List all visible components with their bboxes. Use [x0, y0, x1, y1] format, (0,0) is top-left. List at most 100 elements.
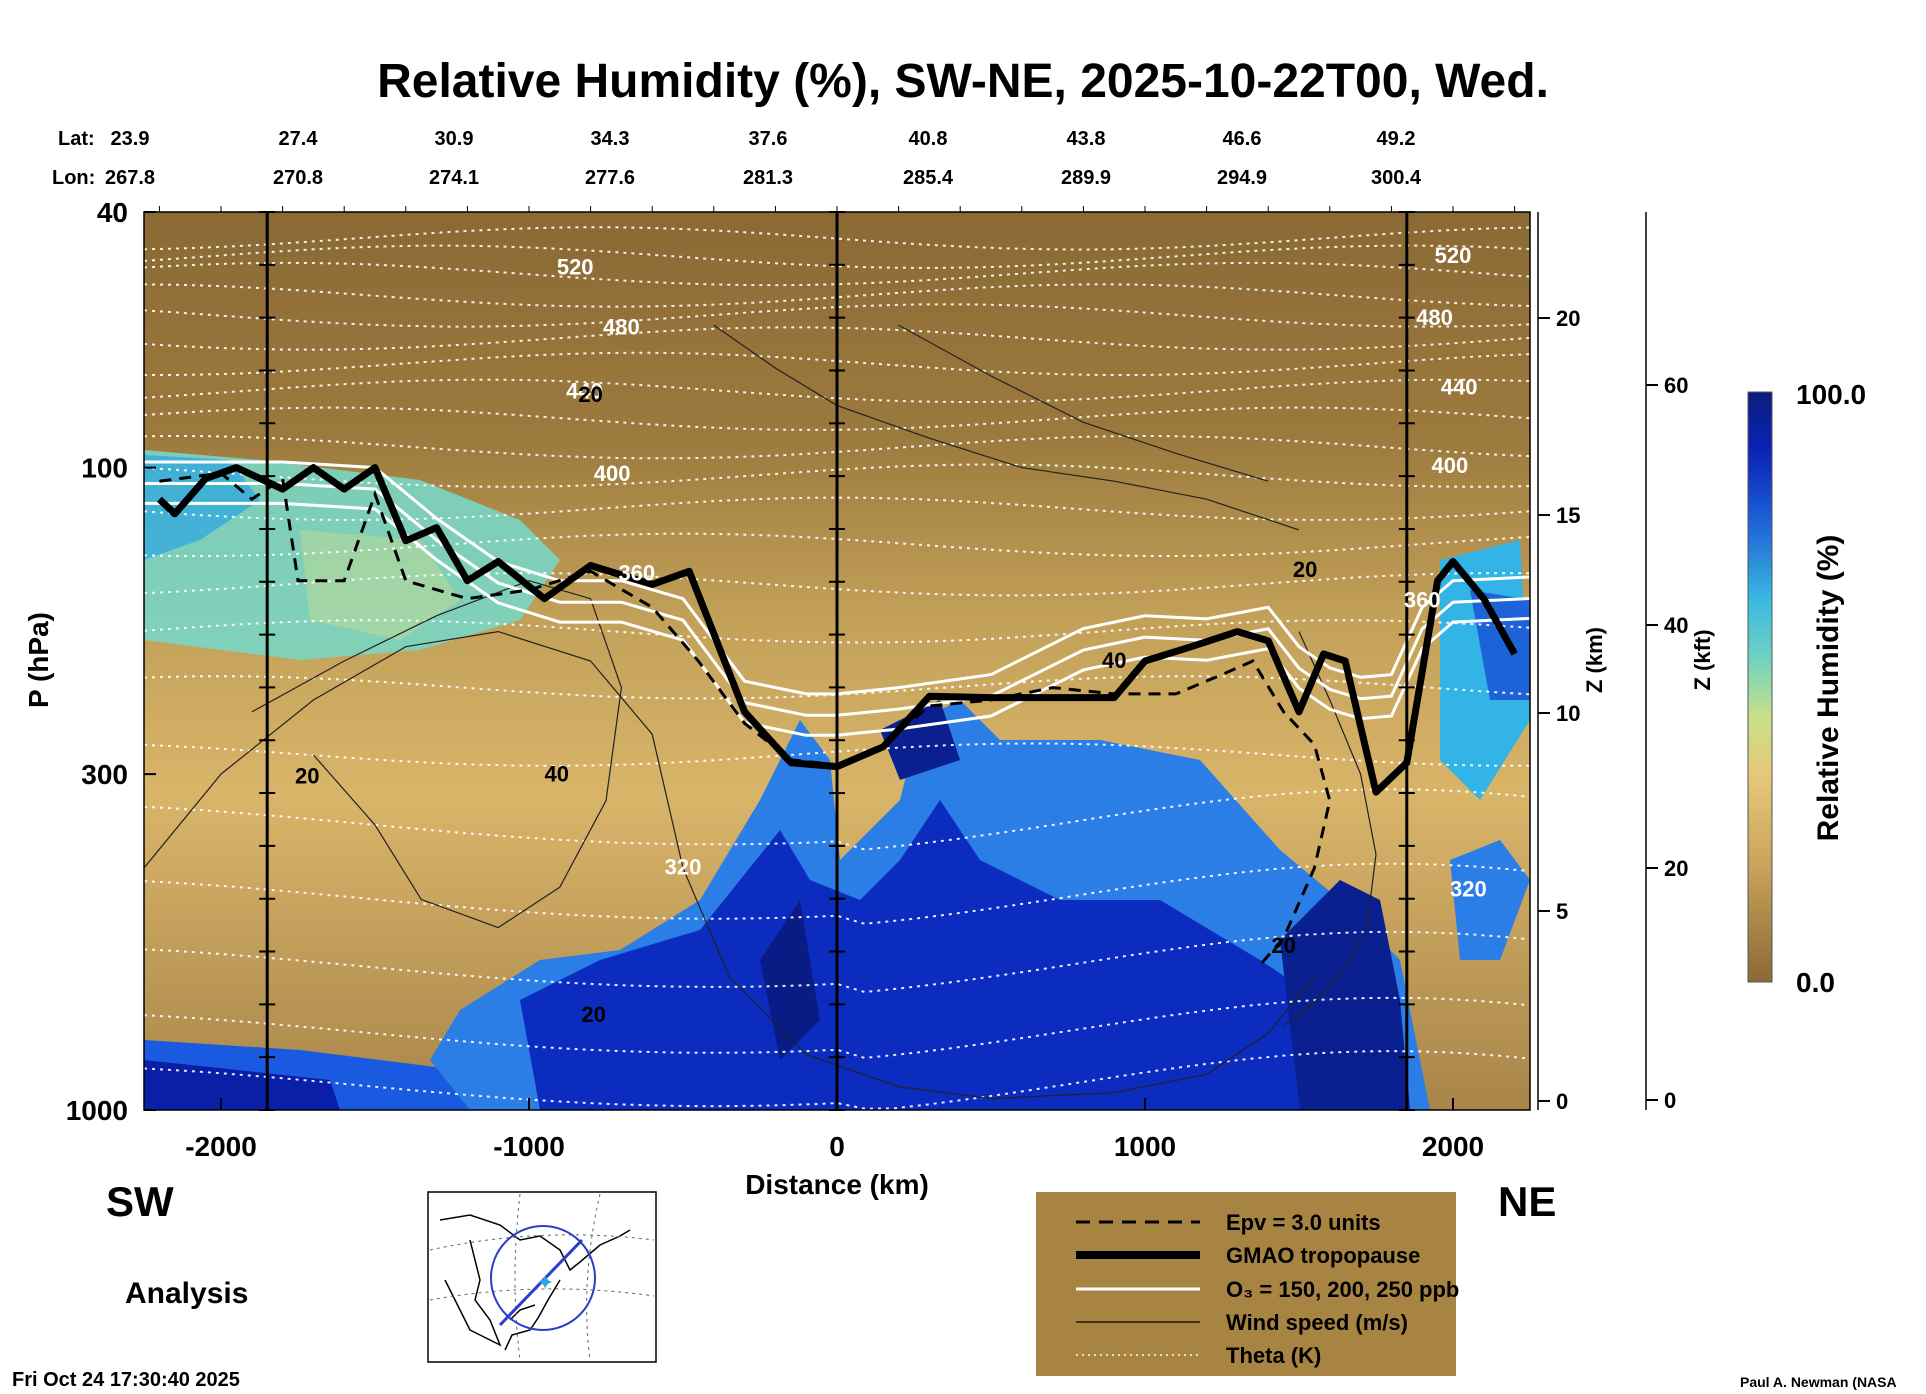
x-tick-label: -2000: [185, 1131, 257, 1162]
lat-value: 49.2: [1377, 128, 1416, 150]
theta-contour: [144, 930, 1530, 994]
z-kft-tick-label: 40: [1664, 613, 1688, 638]
z-kft-axis-title: Z (kft): [1690, 629, 1715, 690]
y-tick-label: 300: [81, 759, 128, 790]
wind-label: 20: [1271, 933, 1295, 958]
wind-contour: [898, 324, 1269, 482]
lat-row-label: Lat:: [58, 128, 95, 150]
y-tick-label: 1000: [66, 1095, 128, 1126]
wind-contour: [251, 580, 623, 929]
lat-value: 30.9: [435, 128, 474, 150]
legend-label: Wind speed (m/s): [1226, 1310, 1408, 1335]
lat-value: 46.6: [1223, 128, 1262, 150]
ozone-contours: [144, 460, 1530, 737]
y-axis-title: P (hPa): [23, 612, 54, 708]
map-coastline: [439, 1214, 631, 1351]
analysis-label: Analysis: [125, 1277, 248, 1310]
z-km-tick-label: 5: [1556, 899, 1568, 924]
wind-label: 40: [544, 761, 568, 786]
x-tick-label: -1000: [493, 1131, 565, 1162]
z-km-tick-label: 0: [1556, 1089, 1568, 1114]
map-range-circle: [490, 1225, 596, 1331]
wind-label: 40: [1102, 648, 1126, 673]
theta-contour: [144, 788, 1530, 851]
z-kft-tick-label: 0: [1664, 1088, 1676, 1113]
lon-value: 294.9: [1217, 167, 1267, 189]
lon-value: 274.1: [429, 167, 479, 189]
lat-value: 23.9: [111, 128, 150, 150]
legend-label: Theta (K): [1226, 1343, 1321, 1368]
legend-label: GMAO tropopause: [1226, 1243, 1420, 1268]
ozone-contour: [144, 501, 1530, 737]
theta-contours: [144, 226, 1530, 1110]
vertical-markers: [259, 211, 1415, 1111]
x-tick-label: 1000: [1114, 1131, 1176, 1162]
lon-value: 300.4: [1371, 167, 1422, 189]
theta-contour: [144, 996, 1530, 1059]
colorbar: [1747, 391, 1773, 983]
theta-label: 320: [665, 855, 702, 880]
lon-row-label: Lon:: [52, 167, 95, 189]
y-tick-label: 100: [81, 453, 128, 484]
z-km-tick-label: 20: [1556, 306, 1580, 331]
lon-value: 285.4: [903, 167, 954, 189]
tropopause-line: [156, 464, 1518, 796]
z-km-tick-label: 10: [1556, 701, 1580, 726]
tropopause-path: [156, 464, 1518, 796]
lat-lon-labels: 23.9 27.4 30.9 34.3 37.6 40.8 43.8 46.6 49.2 267.…: [105, 128, 1422, 189]
legend-label: Epv = 3.0 units: [1226, 1210, 1381, 1235]
theta-label: 520: [557, 254, 594, 279]
wind-label: 20: [1293, 557, 1317, 582]
ozone-contour: [144, 460, 1530, 696]
lat-value: 27.4: [279, 128, 319, 150]
z-km-axis-title: Z (km): [1582, 627, 1607, 693]
theta-label: 360: [618, 561, 655, 586]
credit: Paul A. Newman (NASA: [1740, 1374, 1897, 1390]
y-tick-label: 40: [97, 197, 128, 228]
legend: Epv = 3.0 units GMAO tropopause O₃ = 150, …: [1036, 1192, 1459, 1376]
theta-label: 320: [1450, 876, 1487, 901]
theta-contour: [144, 1050, 1530, 1110]
lon-value: 267.8: [105, 167, 155, 189]
ne-label: NE: [1498, 1178, 1556, 1225]
legend-label: O₃ = 150, 200, 250 ppb: [1226, 1277, 1459, 1302]
x-axis-title: Distance (km): [745, 1169, 929, 1200]
theta-label: 360: [1404, 587, 1441, 612]
theta-label: 440: [1441, 375, 1478, 400]
wind-label: 20: [295, 763, 319, 788]
x-tick-label: 0: [829, 1131, 845, 1162]
lon-value: 281.3: [743, 167, 793, 189]
wind-label: 20: [581, 1002, 605, 1027]
lon-value: 277.6: [585, 167, 635, 189]
theta-label: 480: [603, 314, 640, 339]
theta-label: 480: [1416, 305, 1453, 330]
theta-contour: [144, 862, 1530, 925]
theta-label: 400: [594, 461, 631, 486]
axes: -2000 -1000 0 1000 2000 40 100 300 1000 20 15 10 5 0 6…: [66, 197, 1689, 1162]
colorbar-min: 0.0: [1796, 967, 1835, 998]
wind-label: 20: [578, 382, 602, 407]
z-kft-tick-label: 60: [1664, 373, 1688, 398]
timestamp: Fri Oct 24 17:30:40 2025: [12, 1369, 240, 1391]
colorbar-max: 100.0: [1796, 379, 1866, 410]
lat-value: 37.6: [749, 128, 788, 150]
map-grid: [429, 1193, 655, 1361]
map-section-line: [498, 1238, 584, 1327]
contour-labels: 520 480 440 400 360 320 520 480 440 400 360 320 20 20…: [295, 243, 1487, 1027]
theta-label: 520: [1435, 243, 1472, 268]
z-km-tick-label: 15: [1556, 503, 1580, 528]
sw-label: SW: [106, 1178, 174, 1225]
x-tick-label: 2000: [1422, 1131, 1484, 1162]
map-center-icon: ✦: [536, 1270, 554, 1295]
z-kft-tick-label: 20: [1664, 856, 1688, 881]
moist-region-lower: [144, 540, 1530, 1110]
theta-label: 400: [1432, 453, 1469, 478]
lon-value: 289.9: [1061, 167, 1111, 189]
lon-value: 270.8: [273, 167, 323, 189]
wind-contour: [144, 630, 1315, 1100]
lat-value: 43.8: [1067, 128, 1106, 150]
theta-label: 440: [566, 378, 603, 403]
lat-value: 40.8: [909, 128, 948, 150]
inset-map: ✦: [427, 1191, 657, 1363]
